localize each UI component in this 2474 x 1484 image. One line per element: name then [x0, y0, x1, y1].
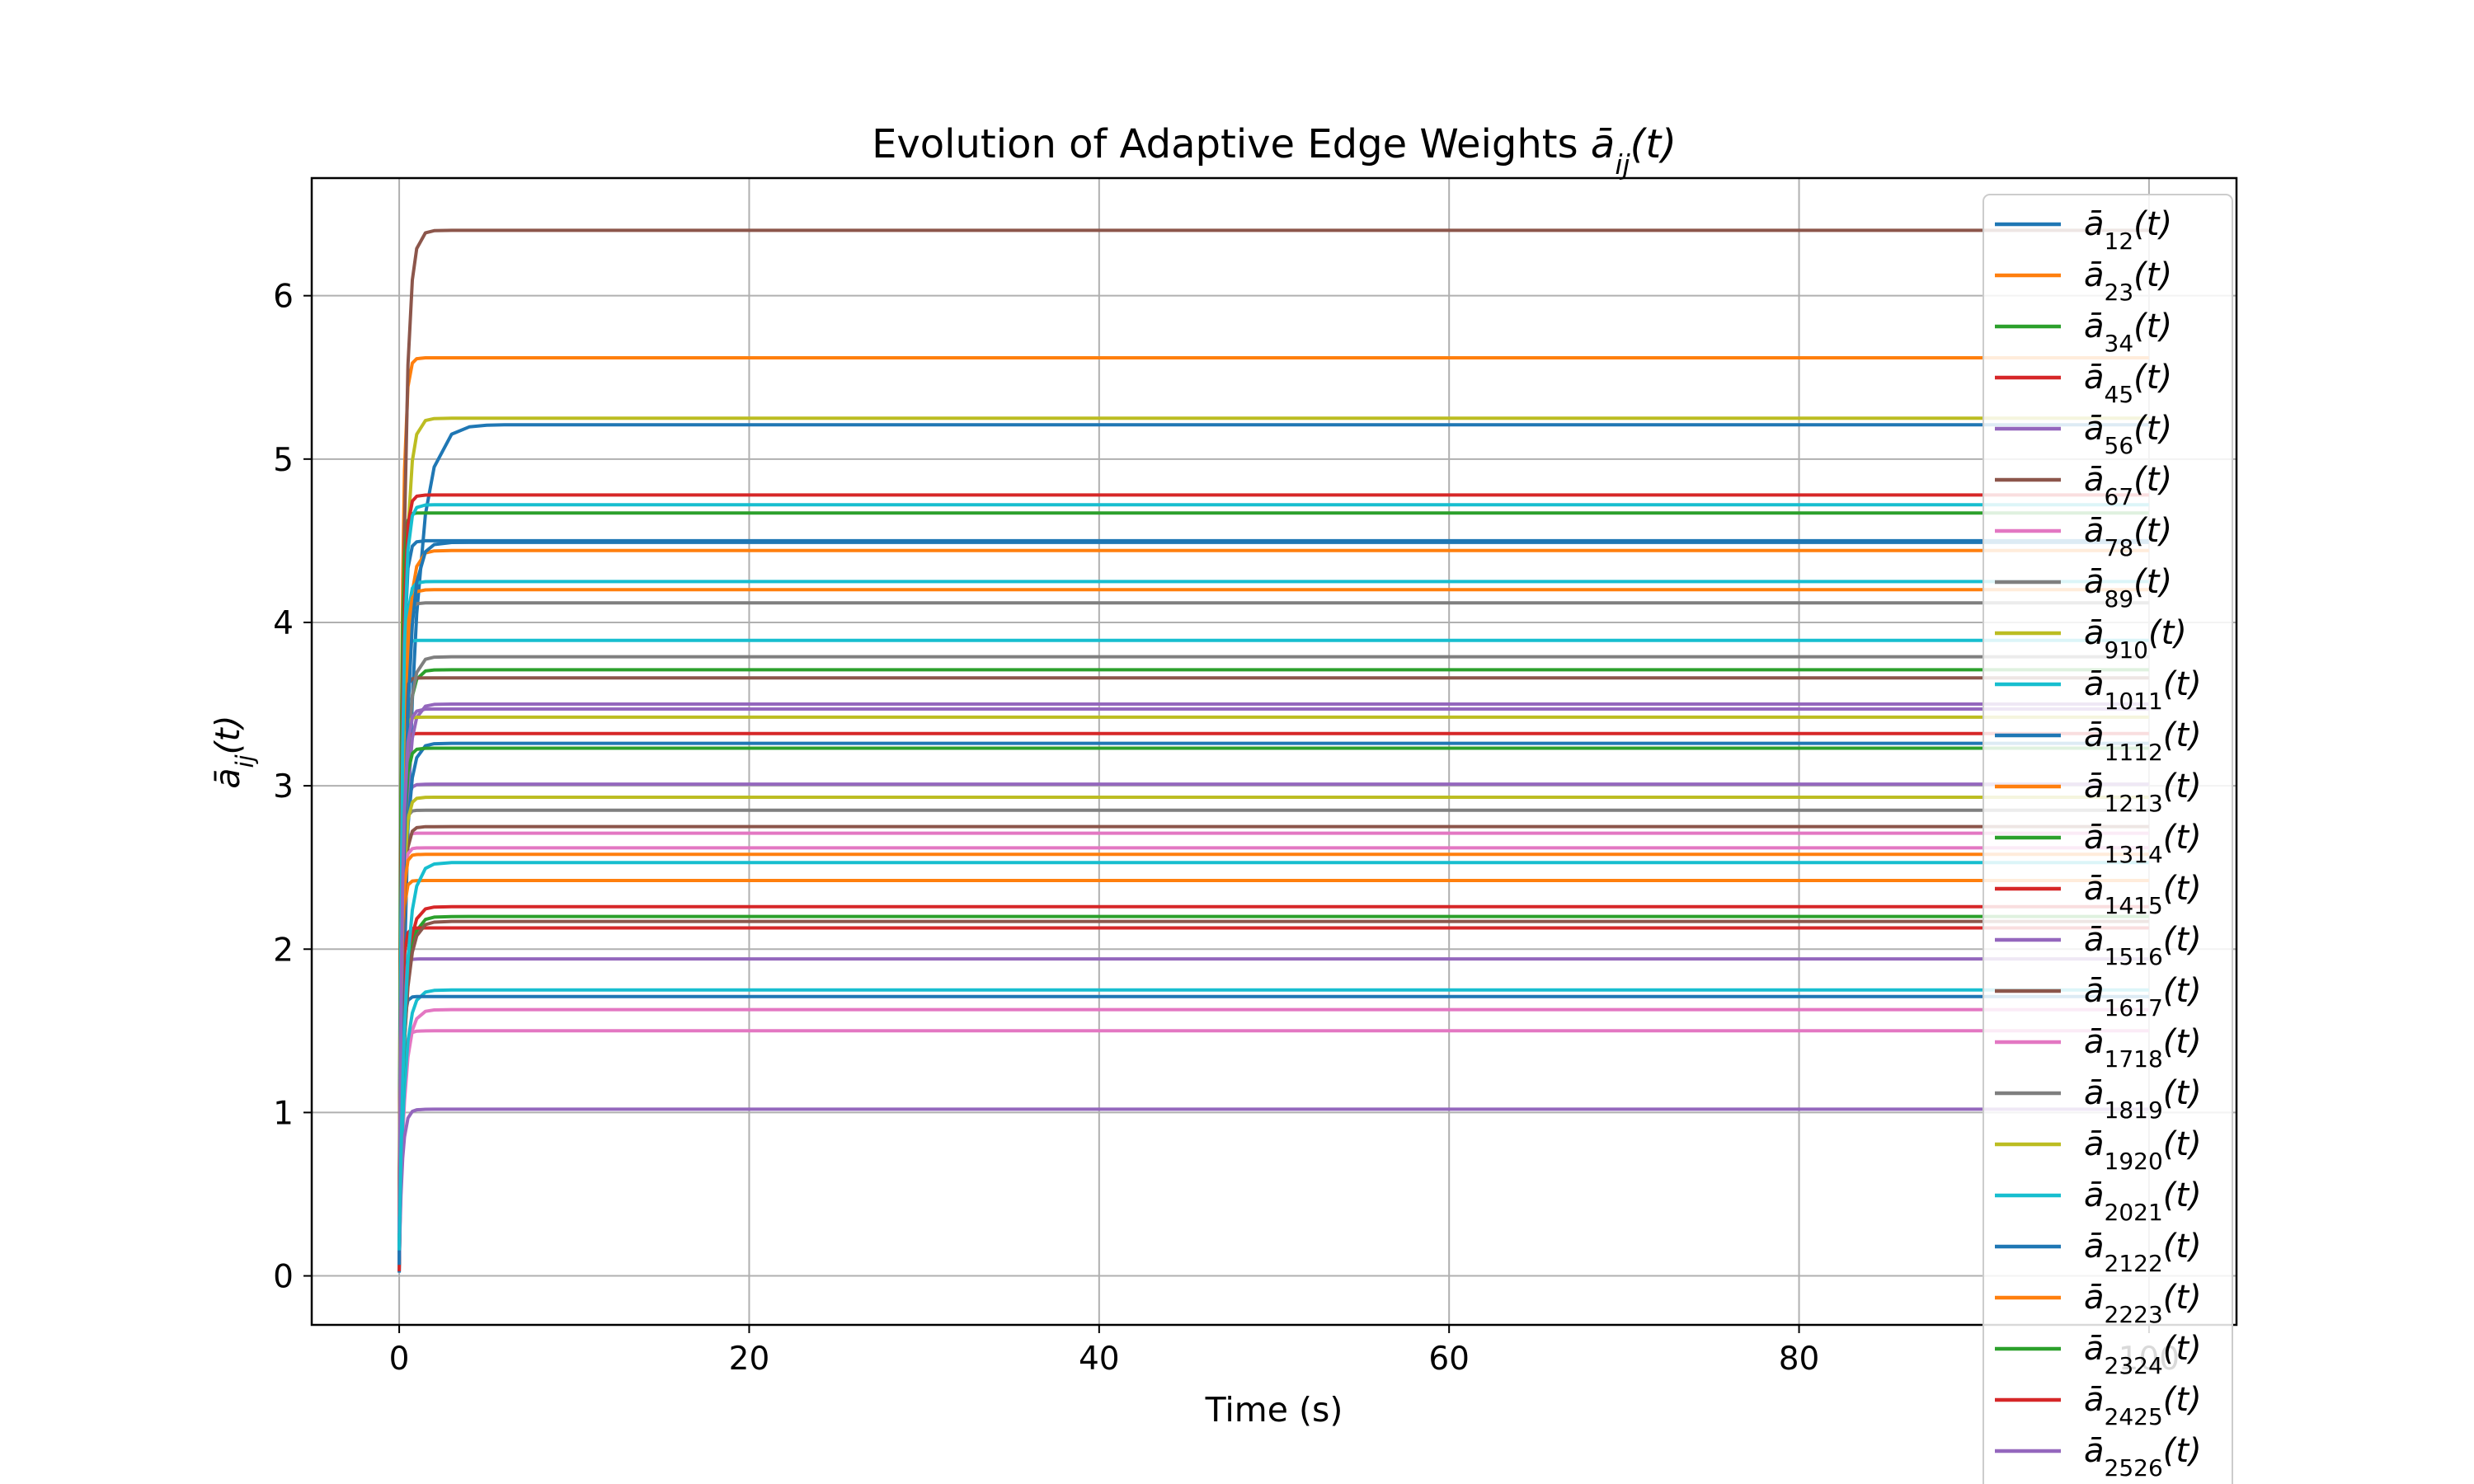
legend-entry: ā1617(t) — [2084, 972, 2202, 1021]
legend-entry: ā1516(t) — [2084, 921, 2202, 970]
legend-entry: ā67(t) — [2084, 461, 2172, 510]
legend-entry: ā78(t) — [2084, 512, 2172, 561]
y-tick-label: 0 — [273, 1259, 294, 1296]
legend-entry: ā1819(t) — [2084, 1074, 2202, 1124]
legend-entry: ā45(t) — [2084, 359, 2172, 408]
series-line — [397, 503, 2149, 1248]
y-tick-label: 4 — [273, 605, 294, 642]
legend-entry: ā2526(t) — [2084, 1432, 2202, 1482]
x-tick-label: 80 — [1779, 1341, 1820, 1378]
legend-entry: ā1314(t) — [2084, 819, 2202, 868]
legend-entry: ā34(t) — [2084, 308, 2172, 357]
legend-entry: ā2122(t) — [2084, 1228, 2202, 1277]
series-line — [397, 861, 2149, 1251]
legend-entry: ā1415(t) — [2084, 870, 2202, 919]
y-tick-label: 1 — [273, 1095, 294, 1132]
grid — [312, 178, 2236, 1325]
y-tick-label: 5 — [273, 442, 294, 479]
legend-entry: ā89(t) — [2084, 563, 2172, 613]
legend: ā12(t)ā23(t)ā34(t)ā45(t)ā56(t)ā67(t)ā78(… — [1982, 194, 2233, 1484]
series-lines — [397, 228, 2149, 1273]
legend-entry: ā1213(t) — [2084, 768, 2202, 817]
legend-entry: ā2324(t) — [2084, 1330, 2202, 1379]
legend-entry: ā2425(t) — [2084, 1381, 2202, 1430]
y-tick-label: 2 — [273, 932, 294, 969]
series-line — [397, 707, 2149, 1234]
legend-entry: ā1011(t) — [2084, 665, 2202, 715]
x-tick-label: 0 — [389, 1341, 410, 1378]
legend-entry: ā1112(t) — [2084, 716, 2202, 766]
plot-frame — [310, 176, 2238, 1327]
legend-entry: ā1718(t) — [2084, 1023, 2202, 1073]
legend-entry: ā23(t) — [2084, 256, 2172, 306]
series-line — [397, 1107, 2149, 1262]
legend-entry: ā2223(t) — [2084, 1279, 2202, 1328]
legend-entry: ā2021(t) — [2084, 1176, 2202, 1226]
x-tick-label: 60 — [1428, 1341, 1470, 1378]
legend-entry: ā910(t) — [2084, 614, 2187, 664]
chart-title: Evolution of Adaptive Edge Weights āij(t… — [872, 121, 1677, 181]
legend-box — [1982, 194, 2233, 1484]
legend-entry: ā12(t) — [2084, 205, 2172, 255]
legend-entry: ā56(t) — [2084, 410, 2172, 459]
legend-entry: ā1920(t) — [2084, 1125, 2202, 1175]
y-tick-label: 3 — [273, 768, 294, 805]
x-tick-label: 40 — [1079, 1341, 1120, 1378]
y-axis-label: āij(t) — [208, 715, 259, 788]
y-tick-label: 6 — [273, 279, 294, 316]
x-axis-label: Time (s) — [1205, 1390, 1343, 1430]
x-tick-label: 20 — [729, 1341, 770, 1378]
